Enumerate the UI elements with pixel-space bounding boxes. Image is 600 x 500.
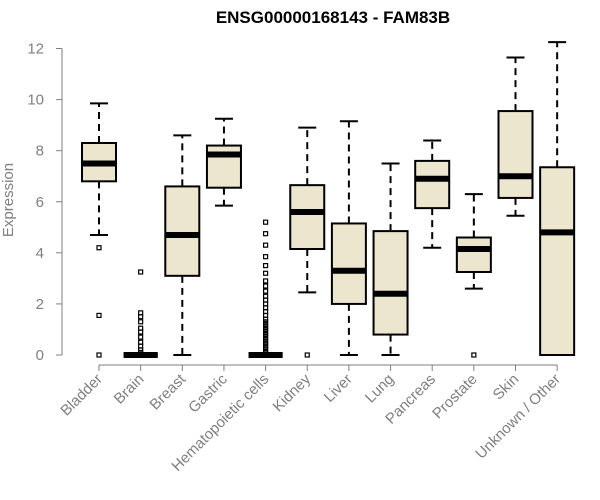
iqr-box: [164, 185, 201, 277]
x-tick-label: Skin: [490, 371, 523, 404]
x-tick-label: Prostate: [429, 371, 481, 423]
iqr-box: [455, 236, 492, 273]
box-group: [497, 56, 534, 217]
x-tick-label: Bladder: [57, 371, 106, 420]
outlier-point: [263, 288, 269, 294]
y-tick-label: 12: [27, 41, 44, 58]
iqr-box: [372, 230, 409, 336]
box-group: [123, 269, 158, 358]
outlier-point: [273, 352, 279, 358]
outlier-point: [263, 254, 269, 260]
box-group: [81, 102, 117, 358]
iqr-box: [289, 184, 326, 251]
y-axis: 0 2 4 6 8 10 12: [27, 41, 63, 364]
box-group: [372, 162, 409, 356]
outlier-point: [263, 263, 269, 269]
y-axis-label: Expression: [0, 163, 17, 237]
outlier-point: [263, 242, 269, 248]
x-tick-label: Brain: [111, 371, 148, 408]
outlier-point: [263, 283, 269, 289]
outlier-point: [263, 270, 269, 276]
outlier-point: [138, 314, 144, 320]
y-tick-label: 2: [36, 296, 44, 313]
outlier-point: [96, 312, 102, 319]
box-group: [289, 126, 326, 358]
outlier-point: [138, 269, 144, 275]
chart-title: ENSG00000168143 - FAM83B: [216, 8, 450, 27]
box-group: [248, 219, 283, 358]
outlier-point: [96, 352, 102, 358]
outlier-point: [304, 352, 310, 358]
iqr-box: [497, 110, 534, 199]
y-tick-label: 8: [36, 143, 44, 160]
outlier-point: [263, 231, 269, 237]
box-group: [164, 134, 201, 356]
iqr-box: [414, 159, 451, 210]
iqr-box: [539, 166, 576, 356]
outlier-point: [138, 329, 144, 335]
outlier-point: [471, 352, 477, 358]
box-group: [414, 139, 451, 249]
iqr-box: [330, 222, 367, 305]
y-tick-label: 0: [36, 347, 44, 364]
outlier-point: [138, 334, 144, 340]
y-tick-label: 10: [27, 92, 44, 109]
x-tick-label: Lung: [362, 371, 398, 407]
box-group: [455, 193, 492, 358]
x-tick-label: Breast: [146, 370, 189, 413]
y-tick-label: 6: [36, 194, 44, 211]
outlier-point: [96, 245, 102, 251]
box-group: [205, 117, 242, 207]
outlier-point: [263, 278, 269, 284]
outlier-point: [138, 319, 144, 325]
box-group: [330, 120, 367, 356]
x-tick-label: Liver: [321, 371, 356, 406]
y-tick-label: 4: [36, 245, 44, 262]
outlier-point: [263, 219, 269, 225]
plot-area: [81, 41, 576, 358]
box-group: [539, 41, 576, 356]
outlier-point: [152, 352, 158, 358]
x-tick-label: Kidney: [270, 370, 315, 415]
